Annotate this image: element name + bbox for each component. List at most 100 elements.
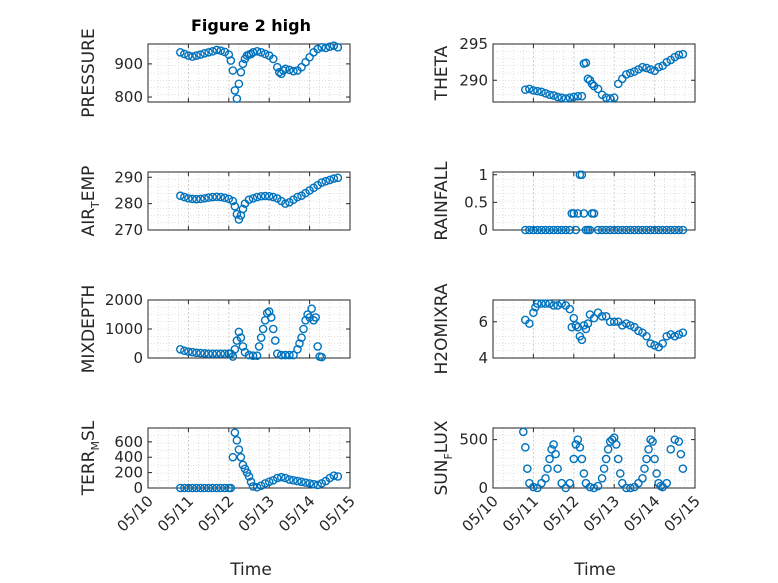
- data-point: [666, 330, 676, 339]
- data-point: [678, 328, 688, 337]
- data-point: [569, 209, 579, 218]
- data-point: [670, 225, 680, 235]
- data-point: [238, 342, 248, 351]
- data-point: [577, 170, 587, 180]
- data-point: [521, 85, 530, 94]
- data-point: [573, 91, 583, 101]
- y-label-subscript: T: [89, 201, 102, 209]
- axes-box-h2omixra: [492, 299, 696, 359]
- data-point: [638, 474, 647, 483]
- subplot-mixdepth: 0 1000 2000 MIXDEPTH: [79, 285, 351, 374]
- data-point: [573, 435, 583, 444]
- data-point: [212, 349, 221, 358]
- data-point: [196, 483, 205, 493]
- data-point: [537, 225, 546, 235]
- data-point: [200, 349, 209, 358]
- data-point: [674, 437, 684, 446]
- data-point: [650, 454, 659, 464]
- data-point: [646, 225, 655, 235]
- data-point: [597, 225, 607, 235]
- data-point: [553, 464, 562, 473]
- data-point: [317, 352, 327, 362]
- data-point: [622, 225, 631, 235]
- data-point: [329, 471, 339, 480]
- data-point: [196, 194, 205, 204]
- data-point: [654, 225, 663, 235]
- data-point: [238, 59, 248, 69]
- data-point: [553, 92, 562, 102]
- series-rainfall: [521, 170, 688, 235]
- data-point: [260, 191, 270, 201]
- data-point: [533, 299, 542, 308]
- data-point: [533, 86, 542, 96]
- data-point: [216, 349, 226, 358]
- y-tick-label: 900: [114, 55, 143, 73]
- data-point: [244, 195, 254, 204]
- data-point: [634, 225, 643, 235]
- data-point: [272, 349, 282, 358]
- data-point: [264, 191, 274, 201]
- data-point: [626, 483, 635, 493]
- data-point: [613, 225, 623, 235]
- data-point: [317, 178, 327, 187]
- data-point: [579, 469, 589, 478]
- y-tick-label: 0: [478, 221, 488, 239]
- data-point: [184, 483, 193, 493]
- data-point: [601, 312, 611, 321]
- data-point: [658, 225, 667, 235]
- data-point: [553, 225, 562, 235]
- data-point: [529, 308, 538, 317]
- data-point: [545, 454, 554, 464]
- data-point: [184, 194, 193, 203]
- data-point: [192, 51, 201, 60]
- data-point: [176, 47, 185, 57]
- axes-box-air-temp: [147, 171, 351, 231]
- data-point: [533, 225, 542, 235]
- series-pressure: [176, 41, 343, 103]
- data-point: [254, 342, 264, 351]
- grid-terr-msl: [147, 427, 351, 489]
- data-point: [285, 350, 294, 360]
- data-point: [622, 483, 631, 493]
- axes-box-terr-msl: [147, 427, 351, 489]
- y-tick-label: 1000: [105, 320, 143, 338]
- data-point: [605, 317, 615, 327]
- data-point: [293, 476, 302, 486]
- data-point: [220, 483, 230, 493]
- y-tick-label: 400: [114, 448, 143, 466]
- data-point: [285, 65, 294, 75]
- data-point: [589, 209, 599, 218]
- y-label-main: TERR: [79, 450, 99, 496]
- data-point: [325, 175, 335, 185]
- data-point: [646, 339, 655, 348]
- data-point: [176, 191, 185, 201]
- y-axis-label-terr-msl: TERRMSL: [79, 420, 102, 496]
- data-point: [676, 449, 686, 459]
- data-point: [176, 483, 185, 493]
- data-point: [313, 44, 322, 54]
- data-point: [252, 192, 262, 202]
- data-point: [176, 344, 185, 354]
- y-tick-label: 800: [114, 88, 143, 106]
- data-point: [260, 49, 270, 59]
- y-label-main: MIXDEPTH: [79, 285, 99, 374]
- data-point: [238, 204, 248, 214]
- data-point: [609, 93, 619, 102]
- data-point: [289, 66, 298, 76]
- y-tick-label: 0: [133, 479, 143, 497]
- data-point: [662, 225, 672, 235]
- data-point: [188, 194, 197, 204]
- data-point: [561, 94, 571, 103]
- data-point: [626, 225, 635, 235]
- data-point: [549, 440, 558, 449]
- data-point: [585, 225, 595, 235]
- data-point: [611, 440, 621, 449]
- data-point: [188, 483, 197, 493]
- data-point: [236, 452, 246, 462]
- data-point: [180, 483, 189, 493]
- data-point: [281, 199, 290, 208]
- data-point: [662, 478, 672, 488]
- data-point: [285, 475, 294, 484]
- data-point: [204, 193, 213, 202]
- data-point: [234, 79, 244, 89]
